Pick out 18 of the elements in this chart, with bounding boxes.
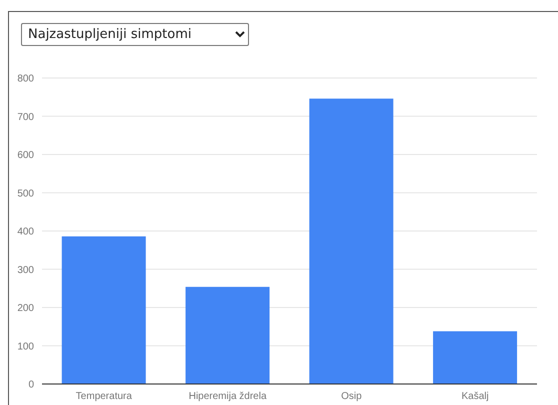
x-tick-label: Temperatura — [76, 391, 132, 402]
x-tick-label: Kašalj — [462, 391, 489, 402]
y-tick-label: 700 — [17, 112, 34, 123]
y-tick-label: 600 — [17, 150, 34, 162]
bar — [62, 236, 146, 384]
y-tick-label: 400 — [17, 226, 34, 238]
symptom-select: Najzastupljeniji simptomi — [21, 23, 249, 46]
y-tick-label: 300 — [17, 264, 34, 276]
x-tick-label: Osip — [341, 391, 362, 402]
y-tick-label: 200 — [17, 303, 34, 314]
y-tick-label: 800 — [17, 74, 34, 85]
bar — [433, 331, 518, 384]
bar — [309, 98, 394, 384]
y-tick-label: 500 — [17, 188, 34, 200]
bar — [186, 286, 270, 384]
x-tick-label: Hiperemija ždrela — [188, 391, 267, 402]
y-tick-label: 100 — [17, 341, 34, 352]
y-tick-label: 0 — [28, 380, 34, 391]
